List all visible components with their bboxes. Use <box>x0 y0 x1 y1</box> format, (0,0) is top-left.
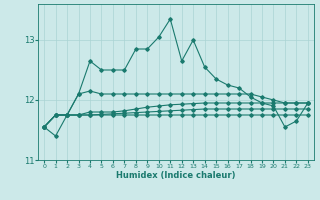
X-axis label: Humidex (Indice chaleur): Humidex (Indice chaleur) <box>116 171 236 180</box>
